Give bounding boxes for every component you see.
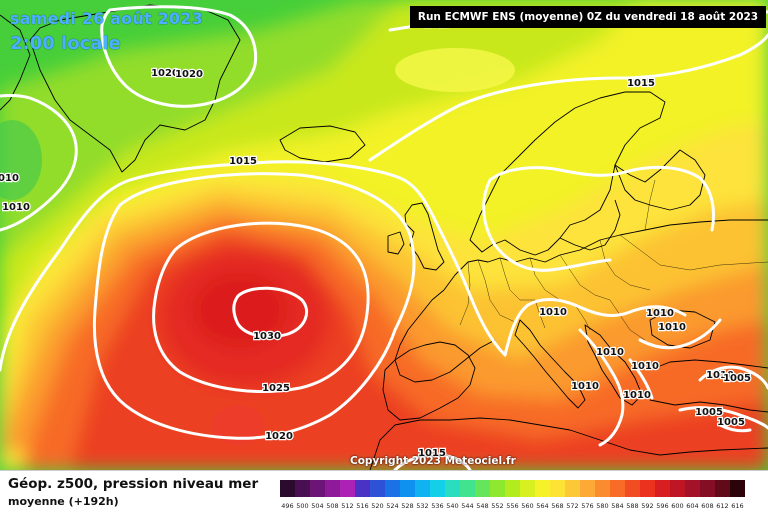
color-scale-label: 504 xyxy=(311,502,323,510)
isobar-label: 1010 xyxy=(706,370,734,381)
isobar-label: 1015 xyxy=(627,78,655,89)
color-scale-label: 608 xyxy=(701,502,713,510)
color-scale-swatch xyxy=(580,480,596,497)
map-parameter-title: Géop. z500, pression niveau mer xyxy=(8,476,259,492)
color-scale-label: 564 xyxy=(536,502,548,510)
color-scale-label: 556 xyxy=(506,502,518,510)
isobar-label: 1020 xyxy=(175,69,203,80)
isobar-label: 1010 xyxy=(0,173,19,184)
copyright-notice: Copyright 2023 Meteociel.fr xyxy=(350,455,516,467)
color-scale-label: 508 xyxy=(326,502,338,510)
isobar-label: 1010 xyxy=(646,308,674,319)
color-scale-swatch xyxy=(730,480,745,497)
isobar-label: 1010 xyxy=(539,307,567,318)
color-scale-label: 572 xyxy=(566,502,578,510)
geopotential-field xyxy=(0,0,768,470)
color-scale-swatch xyxy=(655,480,671,497)
legend-bar: Géop. z500, pression niveau mer moyenne … xyxy=(0,470,768,512)
color-scale-swatch xyxy=(595,480,611,497)
color-scale-label: 540 xyxy=(446,502,458,510)
isobar-label: 1010 xyxy=(596,347,624,358)
color-scale-swatch xyxy=(430,480,446,497)
isobar-label: 1010 xyxy=(571,381,599,392)
color-scale-label: 512 xyxy=(341,502,353,510)
color-scale-swatch xyxy=(460,480,476,497)
color-scale-label: 612 xyxy=(716,502,728,510)
color-scale: 496 500 504 508 512 516 520 524 528 532 536 540 544 5… xyxy=(280,480,745,510)
color-scale-swatch xyxy=(670,480,686,497)
color-scale-label: 496 xyxy=(281,502,293,510)
isobar-label: 1020 xyxy=(265,431,293,442)
forecast-time: 2:00 locale xyxy=(10,33,121,54)
color-scale-swatch xyxy=(565,480,581,497)
color-scale-swatch xyxy=(340,480,356,497)
map-parameter-subtitle: moyenne (+192h) xyxy=(8,495,119,508)
color-scale-label: 552 xyxy=(491,502,503,510)
color-scale-swatch xyxy=(700,480,716,497)
isobar-labels: 1030102510201020102010151015101510151010… xyxy=(0,18,752,461)
color-scale-label: 524 xyxy=(386,502,398,510)
color-scale-swatch xyxy=(445,480,461,497)
isobar-label: 1030 xyxy=(253,331,281,342)
color-scale-swatch xyxy=(610,480,626,497)
color-scale-swatch xyxy=(550,480,566,497)
color-scale-swatch xyxy=(415,480,431,497)
color-scale-swatch xyxy=(640,480,656,497)
isobar-label: 1005 xyxy=(723,373,751,384)
color-scale-swatch xyxy=(625,480,641,497)
isobar-label: 1005 xyxy=(695,407,723,418)
color-scale-label: 568 xyxy=(551,502,563,510)
color-scale-swatch xyxy=(295,480,311,497)
color-scale-label: 500 xyxy=(296,502,308,510)
color-scale-label: 548 xyxy=(476,502,488,510)
color-scale-swatch xyxy=(325,480,341,497)
color-scale-swatch xyxy=(370,480,386,497)
weather-map: 1030102510201020102010151015101510151010… xyxy=(0,0,768,470)
isobar-label: 1010 xyxy=(658,322,686,333)
color-scale-label: 616 xyxy=(731,502,743,510)
color-scale-label: 592 xyxy=(641,502,653,510)
color-scale-swatch xyxy=(490,480,506,497)
color-scale-swatch xyxy=(385,480,401,497)
color-scale-label: 536 xyxy=(431,502,443,510)
color-scale-swatch xyxy=(685,480,701,497)
color-scale-label: 544 xyxy=(461,502,473,510)
isobar-label: 1010 xyxy=(623,390,651,401)
forecast-date: samedi 26 août 2023 xyxy=(10,9,203,28)
isobar-label: 1015 xyxy=(229,156,257,167)
color-scale-swatch xyxy=(280,480,296,497)
color-scale-label: 584 xyxy=(611,502,623,510)
color-scale-label: 528 xyxy=(401,502,413,510)
isobar-label: 1010 xyxy=(2,202,30,213)
color-scale-label: 532 xyxy=(416,502,428,510)
color-scale-label: 560 xyxy=(521,502,533,510)
color-scale-swatch xyxy=(310,480,326,497)
color-scale-swatch xyxy=(355,480,371,497)
color-scale-label: 588 xyxy=(626,502,638,510)
color-scale-label: 600 xyxy=(671,502,683,510)
color-scale-swatch xyxy=(535,480,551,497)
isobar-label: 1025 xyxy=(262,383,290,394)
color-scale-swatch xyxy=(475,480,491,497)
color-scale-label: 604 xyxy=(686,502,698,510)
color-scale-label: 576 xyxy=(581,502,593,510)
color-scale-swatch xyxy=(715,480,731,497)
color-scale-label: 580 xyxy=(596,502,608,510)
color-scale-swatch xyxy=(400,480,416,497)
run-info: Run ECMWF ENS (moyenne) 0Z du vendredi 1… xyxy=(410,6,766,28)
color-scale-label: 520 xyxy=(371,502,383,510)
isobar-label: 1005 xyxy=(717,417,745,428)
color-scale-label: 516 xyxy=(356,502,368,510)
color-scale-swatch xyxy=(520,480,536,497)
isobar-label: 1020 xyxy=(151,68,179,79)
color-scale-swatch xyxy=(505,480,521,497)
isobar-label: 1010 xyxy=(631,361,659,372)
color-scale-label: 596 xyxy=(656,502,668,510)
isobar-label: 1015 xyxy=(418,448,446,459)
